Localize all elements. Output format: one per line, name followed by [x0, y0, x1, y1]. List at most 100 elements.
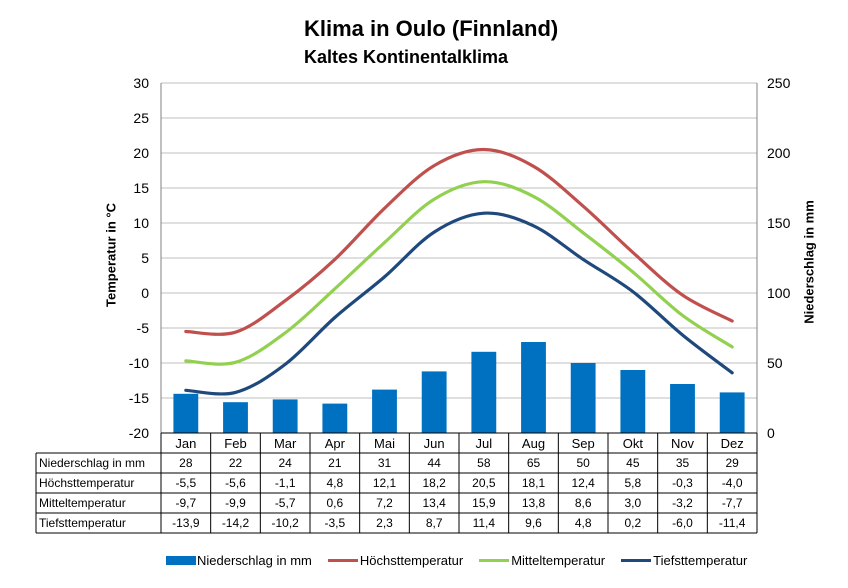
table-cell-value: 35 [676, 456, 690, 470]
table-cell-value: -11,4 [719, 516, 746, 530]
bar-niederschlag [471, 351, 497, 433]
legend: Niederschlag in mm Höchsttemperatur Mitt… [166, 551, 763, 569]
y-right-tick-label: 100 [767, 285, 791, 301]
y-left-tick-label: 20 [133, 145, 149, 161]
table-cell-value: -5,7 [275, 496, 296, 510]
legend-item-mittel: Mitteltemperatur [479, 553, 605, 568]
x-category-label: Mai [374, 436, 395, 451]
table-cell-value: 58 [477, 456, 491, 470]
table-cell-value: 12,1 [373, 476, 397, 490]
table-cell-value: -5,5 [175, 476, 196, 490]
chart-subtitle: Kaltes Kontinentalklima [304, 47, 509, 67]
table-row-label: Mitteltemperatur [39, 496, 126, 510]
y-axis-right-label: Niederschlag in mm [801, 200, 817, 324]
y-left-tick-label: 15 [133, 180, 149, 196]
y-right-tick-label: 0 [767, 425, 775, 441]
table-cell-value: 18,2 [422, 476, 446, 490]
table-cell-value: 11,4 [473, 516, 496, 530]
y-left-tick-label: 10 [133, 215, 149, 231]
table-cell-value: 20,5 [472, 476, 496, 490]
table-cell-value: 44 [427, 456, 441, 470]
bar-niederschlag [719, 392, 745, 433]
table-cell-value: 13,8 [522, 496, 546, 510]
legend-swatch-hoechst [327, 558, 358, 562]
bar-niederschlag [173, 393, 199, 433]
table-cell-value: -6,0 [672, 516, 693, 530]
line-mitteltemperatur [184, 180, 734, 366]
x-category-label: Mar [274, 436, 297, 451]
x-category-label: Apr [325, 436, 346, 451]
y-left-tick-label: -5 [137, 320, 150, 336]
y-left-tick-label: -15 [129, 390, 149, 406]
legend-label-hoechst: Höchsttemperatur [359, 552, 464, 568]
table-cell-value: 28 [179, 456, 193, 470]
legend-item-niederschlag: Niederschlag in mm [166, 553, 312, 568]
line-tiefsttemperatur [184, 211, 734, 396]
y-right-tick-label: 150 [767, 215, 791, 231]
table-cell-value: -9,9 [225, 496, 246, 510]
bar-niederschlag [223, 402, 248, 433]
table-cell-value: -5,6 [225, 476, 246, 490]
y-left-tick-label: -10 [129, 355, 149, 371]
table-cell-value: 50 [576, 456, 590, 470]
y-right-tick-label: 50 [767, 355, 783, 371]
table-cell-value: -13,9 [172, 516, 200, 530]
x-category-label: Jun [424, 436, 445, 451]
table-cell-value: 31 [378, 456, 392, 470]
table-cell-value: -10,2 [271, 516, 299, 530]
y-right-tick-label: 250 [767, 75, 791, 91]
table-row-label: Höchsttemperatur [39, 476, 134, 490]
table-cell-value: -7,7 [722, 496, 743, 510]
bar-niederschlag [272, 399, 298, 433]
y-left-tick-label: -20 [129, 425, 149, 441]
table-cell-value: 8,7 [426, 516, 443, 530]
legend-item-tiefst: Tiefsttemperatur [621, 553, 747, 568]
legend-swatch-tiefst [621, 558, 652, 562]
table-cell-value: 7,2 [376, 496, 393, 510]
bar-niederschlag [372, 389, 397, 433]
table-cell-value: -9,7 [175, 496, 196, 510]
x-category-label: Dez [721, 436, 744, 451]
table-cell-value: 22 [229, 456, 243, 470]
table-cell-value: -4,0 [722, 476, 743, 490]
table-cell-value: 4,8 [326, 476, 343, 490]
legend-label-niederschlag: Niederschlag in mm [197, 552, 312, 568]
x-category-label: Aug [522, 436, 545, 451]
table-cell-value: 21 [328, 456, 342, 470]
table-cell-value: -3,5 [324, 516, 345, 530]
legend-swatch-mittel [479, 558, 510, 562]
x-category-label: Jul [476, 436, 493, 451]
x-category-label: Nov [671, 436, 695, 451]
bar-niederschlag [620, 370, 646, 433]
y-left-tick-label: 5 [141, 250, 149, 266]
table-cell-value: 8,6 [575, 496, 592, 510]
table-cell-value: 2,3 [376, 516, 393, 530]
table-cell-value: 4,8 [575, 516, 592, 530]
table-row-label: Niederschlag in mm [39, 456, 145, 470]
bar-niederschlag [670, 384, 695, 433]
table-cell-value: 9,6 [525, 516, 542, 530]
bar-niederschlag [421, 371, 447, 433]
bar-niederschlag [322, 403, 348, 433]
table-cell-value: 0,6 [326, 496, 343, 510]
y-right-tick-label: 200 [767, 145, 791, 161]
table-cell-value: -14,2 [222, 516, 250, 530]
x-category-label: Feb [224, 436, 246, 451]
chart-title: Klima in Oulo (Finnland) [304, 16, 559, 41]
table-cell-value: 18,1 [522, 476, 546, 490]
y-left-tick-label: 0 [141, 285, 149, 301]
x-category-label: Okt [623, 436, 644, 451]
x-category-label: Sep [572, 436, 595, 451]
table-row-label: Tiefsttemperatur [39, 516, 126, 530]
table-cell-value: 29 [725, 456, 739, 470]
x-category-label: Jan [175, 436, 196, 451]
line-hoechsttemperatur [184, 147, 734, 336]
y-left-tick-label: 25 [133, 110, 149, 126]
table-cell-value: 65 [527, 456, 541, 470]
table-cell-value: -3,2 [672, 496, 693, 510]
y-left-tick-label: 30 [133, 75, 149, 91]
table-cell-value: 15,9 [472, 496, 496, 510]
table-cell-value: 24 [278, 456, 292, 470]
table-cell-value: 0,2 [624, 516, 641, 530]
